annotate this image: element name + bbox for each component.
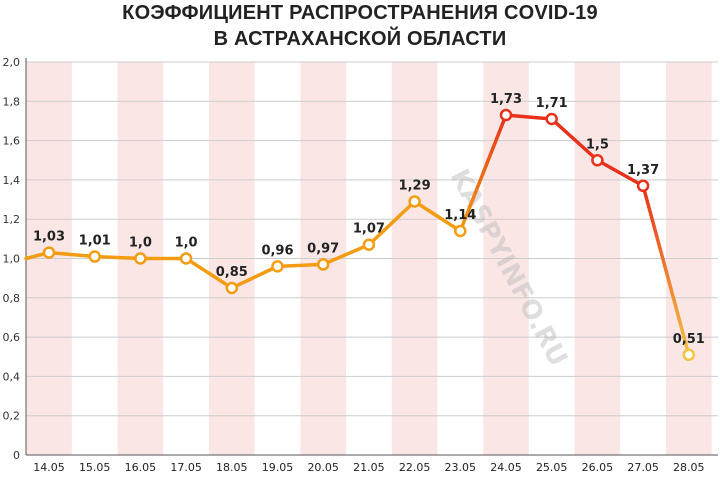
series-segment (458, 113, 508, 233)
data-points (42, 108, 696, 362)
data-label: 1,37 (627, 163, 659, 178)
data-label: 1,0 (129, 236, 152, 251)
data-point (88, 250, 101, 263)
y-tick-label: 1,8 (3, 95, 21, 108)
data-label: 1,07 (353, 222, 385, 237)
x-tick-label: 17.05 (170, 461, 202, 474)
x-tick-label: 24.05 (490, 461, 522, 474)
data-label: 1,73 (490, 92, 522, 107)
x-tick-label: 16.05 (125, 461, 157, 474)
y-tick-label: 0,2 (3, 410, 21, 423)
y-tick-label: 1,0 (3, 253, 21, 266)
y-tick-label: 1,6 (3, 135, 21, 148)
series-segment (549, 117, 600, 162)
x-tick-label: 22.05 (399, 461, 431, 474)
y-tick-label: 0,8 (3, 292, 21, 305)
y-tick-labels: 0 0,2 0,4 0,6 0,8 1,0 1,2 1,4 1,6 1,8 2,0 (3, 56, 21, 462)
data-point (42, 246, 56, 259)
data-point (134, 252, 147, 265)
series-segment (321, 242, 371, 267)
data-label: 1,71 (536, 96, 568, 111)
x-tick-label: 15.05 (79, 461, 111, 474)
y-tick-label: 0,6 (3, 331, 21, 344)
y-tick-label: 0,4 (3, 370, 21, 383)
x-tick-label: 23.05 (445, 461, 477, 474)
series-segment (47, 250, 97, 259)
data-point (179, 252, 193, 265)
x-tick-label: 28.05 (673, 461, 705, 474)
x-tick-label: 25.05 (536, 461, 568, 474)
x-tick-label: 26.05 (582, 461, 614, 474)
x-tick-labels: 14.05 15.05 16.05 17.05 18.05 19.05 20.05 21.05… (33, 461, 704, 474)
data-point (591, 154, 604, 167)
y-tick-label: 2,0 (3, 56, 21, 69)
data-point (636, 179, 650, 193)
data-label: 0,85 (216, 265, 248, 280)
data-point (499, 108, 513, 122)
series-segment (412, 199, 463, 233)
data-point (408, 195, 421, 208)
axes (25, 58, 718, 456)
data-label: 0,51 (673, 332, 705, 347)
series-segment (275, 262, 325, 269)
series-segment (230, 264, 280, 290)
data-point (225, 281, 239, 295)
data-labels: 1,03 1,01 1,0 1,0 0,85 0,96 0,97 1,07 1,29 1,14 1,… (33, 92, 705, 347)
data-point (545, 112, 558, 126)
series-segment (367, 199, 417, 247)
data-point (271, 260, 284, 273)
series-segment (595, 158, 645, 188)
chart-title-line-2: В АСТРАХАНСКОЙ ОБЛАСТИ (213, 28, 507, 50)
series-segment (641, 184, 691, 357)
data-label: 0,97 (307, 241, 339, 256)
x-tick-label: 21.05 (353, 461, 385, 474)
x-tick-label: 14.05 (33, 461, 65, 474)
y-tick-label: 0 (13, 449, 20, 462)
x-tick-label: 20.05 (307, 461, 339, 474)
x-tick-label: 18.05 (216, 461, 248, 474)
series-segment (92, 254, 143, 261)
y-tick-label: 1,4 (3, 174, 21, 187)
x-tick-label: 27.05 (627, 461, 659, 474)
data-point (362, 238, 376, 251)
data-label: 1,5 (586, 137, 609, 152)
data-label: 0,96 (261, 243, 293, 258)
y-tick-label: 1,2 (3, 213, 21, 226)
series-line (24, 113, 691, 357)
data-point (454, 224, 467, 238)
series-segment (504, 113, 554, 121)
data-label: 1,01 (79, 234, 111, 249)
data-label: 1,0 (175, 236, 198, 251)
data-label: 1,29 (399, 179, 431, 194)
data-label: 1,03 (33, 230, 65, 245)
data-label: 1,14 (444, 208, 476, 223)
x-tick-label: 19.05 (262, 461, 294, 474)
data-point (316, 258, 330, 271)
series-segment (184, 256, 234, 290)
chart-title-line-1: КОЭФФИЦИЕНТ РАСПРОСТРАНЕНИЯ COVID-19 (122, 2, 598, 24)
data-point (682, 348, 696, 362)
